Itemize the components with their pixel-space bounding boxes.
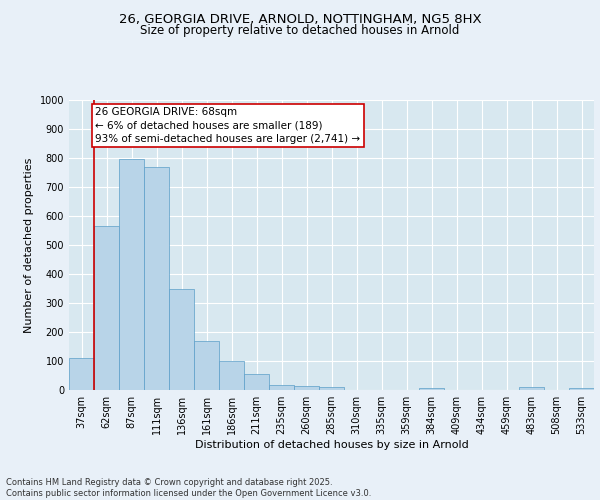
Text: 26, GEORGIA DRIVE, ARNOLD, NOTTINGHAM, NG5 8HX: 26, GEORGIA DRIVE, ARNOLD, NOTTINGHAM, N…	[119, 12, 481, 26]
Y-axis label: Number of detached properties: Number of detached properties	[24, 158, 34, 332]
Bar	[144, 166, 169, 390]
Bar	[119, 160, 144, 390]
Text: Contains HM Land Registry data © Crown copyright and database right 2025.
Contai: Contains HM Land Registry data © Crown c…	[6, 478, 371, 498]
Bar	[219, 361, 244, 390]
X-axis label: Distribution of detached houses by size in Arnold: Distribution of detached houses by size …	[194, 440, 469, 450]
Bar	[94, 226, 119, 390]
Bar	[244, 374, 269, 390]
Bar	[419, 388, 444, 390]
Bar	[569, 388, 594, 390]
Text: Size of property relative to detached houses in Arnold: Size of property relative to detached ho…	[140, 24, 460, 37]
Bar	[294, 386, 319, 390]
Bar	[169, 288, 194, 390]
Bar	[194, 340, 219, 390]
Bar	[69, 358, 94, 390]
Bar	[519, 387, 544, 390]
Text: 26 GEORGIA DRIVE: 68sqm
← 6% of detached houses are smaller (189)
93% of semi-de: 26 GEORGIA DRIVE: 68sqm ← 6% of detached…	[95, 108, 361, 144]
Bar	[319, 387, 344, 390]
Bar	[269, 385, 294, 390]
